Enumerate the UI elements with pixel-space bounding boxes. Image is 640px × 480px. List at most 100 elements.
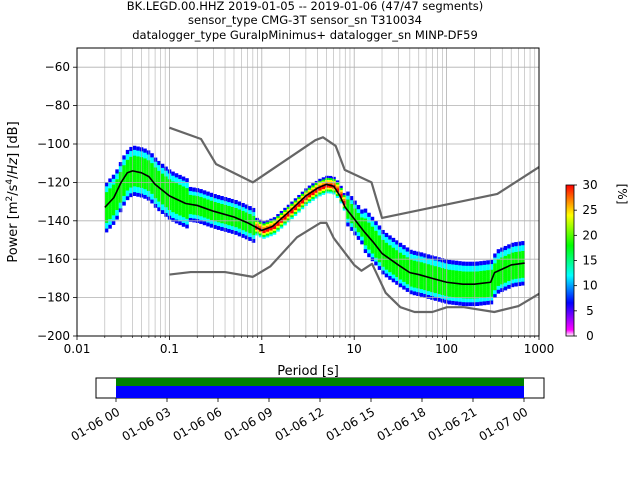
psd-cell <box>157 201 161 204</box>
psd-cell <box>493 282 497 285</box>
psd-cell <box>503 257 508 260</box>
psd-cell <box>482 285 487 288</box>
psd-cell <box>374 259 378 262</box>
psd-cell <box>143 156 147 159</box>
psd-cell <box>391 255 396 258</box>
psd-cell <box>251 217 256 220</box>
psd-cell <box>115 196 119 199</box>
psd-cell <box>503 274 508 277</box>
psd-cell <box>507 252 511 255</box>
psd-cell <box>314 192 319 195</box>
psd-cell <box>216 200 221 204</box>
psd-cell <box>290 215 294 218</box>
psd-cell <box>171 171 175 174</box>
psd-cell <box>465 277 469 280</box>
psd-cell <box>206 193 210 196</box>
psd-cell <box>447 265 452 268</box>
psd-cell <box>307 189 312 192</box>
psd-cell <box>234 224 238 228</box>
psd-cell <box>447 271 452 274</box>
psd-cell <box>384 271 389 274</box>
psd-cell <box>412 285 417 288</box>
psd-cell <box>129 164 133 167</box>
psd-cell <box>458 278 462 281</box>
psd-cell <box>104 182 109 185</box>
psd-cell <box>104 218 109 221</box>
psd-cell <box>227 199 231 203</box>
psd-cell <box>143 177 147 180</box>
psd-cell <box>104 211 109 214</box>
psd-cell <box>192 210 196 213</box>
psd-cell <box>521 254 525 257</box>
psd-cell <box>419 254 424 257</box>
psd-cell <box>412 256 417 259</box>
psd-cell <box>363 245 368 248</box>
psd-cell <box>188 209 193 213</box>
psd-cell <box>367 249 371 252</box>
psd-cell <box>178 186 182 189</box>
psd-cell <box>220 217 224 220</box>
psd-cell <box>213 220 217 224</box>
timeline-tick-label: 01-06 21 <box>426 405 480 444</box>
psd-cell <box>174 200 179 203</box>
psd-cell <box>395 271 399 274</box>
psd-cell <box>416 276 420 279</box>
psd-cell <box>363 216 368 219</box>
psd-cell <box>388 262 392 265</box>
psd-cell <box>475 298 480 301</box>
psd-cell <box>503 268 508 272</box>
psd-cell <box>514 257 518 260</box>
psd-cell <box>475 301 480 305</box>
psd-cell <box>419 267 424 270</box>
psd-cell <box>377 261 382 265</box>
psd-cell <box>202 194 207 197</box>
psd-cell <box>230 214 235 217</box>
psd-cell <box>374 261 378 264</box>
psd-cell <box>395 246 399 249</box>
psd-cell <box>185 191 189 194</box>
psd-cell <box>318 190 322 193</box>
psd-cell <box>398 277 403 280</box>
psd-cell <box>223 206 228 209</box>
psd-cell <box>164 174 168 177</box>
psd-cell <box>507 280 511 284</box>
psd-cell <box>510 273 515 276</box>
psd-cell <box>108 188 112 191</box>
psd-cell <box>223 223 228 227</box>
psd-cell <box>104 224 109 227</box>
psd-cell <box>370 259 375 262</box>
psd-cell <box>185 180 189 183</box>
psd-cell <box>503 270 508 274</box>
psd-cell <box>363 210 368 213</box>
psd-cell <box>507 255 511 259</box>
psd-cell <box>458 286 462 289</box>
psd-cell <box>136 161 140 165</box>
psd-cell <box>164 166 168 169</box>
psd-cell <box>388 275 392 278</box>
psd-cell <box>237 207 242 210</box>
psd-cell <box>307 200 312 204</box>
psd-cell <box>174 209 179 212</box>
psd-cell <box>423 264 427 268</box>
psd-cell <box>244 225 249 228</box>
psd-cell <box>388 239 392 242</box>
psd-cell <box>185 205 189 208</box>
psd-cell <box>164 172 168 175</box>
psd-cell <box>171 202 175 205</box>
psd-cell <box>377 225 382 228</box>
psd-cell <box>185 201 189 204</box>
psd-cell <box>398 285 403 288</box>
psd-cell <box>220 228 224 231</box>
psd-cell <box>129 187 133 190</box>
psd-cell <box>377 246 382 249</box>
psd-cell <box>248 221 252 224</box>
psd-cell <box>356 212 361 215</box>
psd-cell <box>311 183 315 186</box>
psd-cell <box>349 226 354 229</box>
psd-cell <box>426 269 431 272</box>
psd-cell <box>164 204 168 208</box>
psd-cell <box>468 278 473 282</box>
psd-cell <box>300 205 305 208</box>
psd-cell <box>475 286 480 289</box>
psd-cell <box>276 215 280 219</box>
